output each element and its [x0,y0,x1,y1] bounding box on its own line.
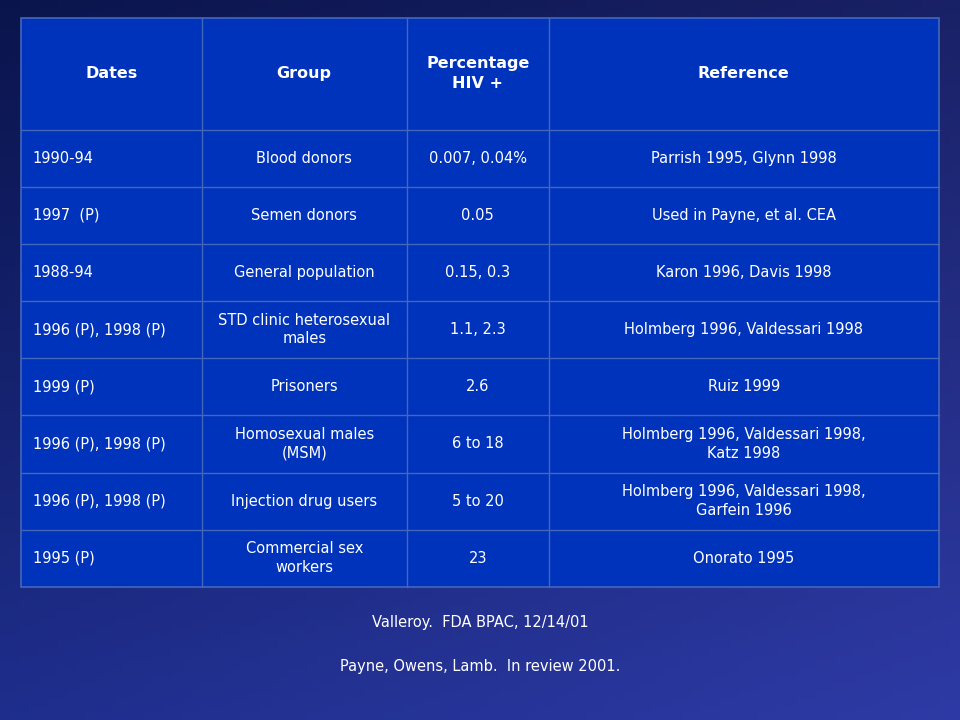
Text: Semen donors: Semen donors [252,208,357,222]
Text: Homosexual males
(MSM): Homosexual males (MSM) [234,427,373,461]
Text: Holmberg 1996, Valdessari 1998,
Katz 1998: Holmberg 1996, Valdessari 1998, Katz 199… [622,427,866,461]
Text: 1995 (P): 1995 (P) [33,551,94,566]
Text: Blood donors: Blood donors [256,150,352,166]
Text: 23: 23 [468,551,487,566]
Text: 1997  (P): 1997 (P) [33,208,99,222]
Text: 1988-94: 1988-94 [33,265,93,280]
Text: 2.6: 2.6 [466,379,490,395]
Text: Valleroy.  FDA BPAC, 12/14/01: Valleroy. FDA BPAC, 12/14/01 [372,616,588,630]
Text: Commercial sex
workers: Commercial sex workers [246,541,363,575]
Text: 5 to 20: 5 to 20 [452,494,504,508]
Text: 1.1, 2.3: 1.1, 2.3 [450,322,506,337]
Text: Used in Payne, et al. CEA: Used in Payne, et al. CEA [652,208,836,222]
Bar [21,18,939,587]
Text: Parrish 1995, Glynn 1998: Parrish 1995, Glynn 1998 [651,150,837,166]
Text: 0.05: 0.05 [462,208,494,222]
Text: 1999 (P): 1999 (P) [33,379,94,395]
Text: 0.007, 0.04%: 0.007, 0.04% [429,150,527,166]
Text: 6 to 18: 6 to 18 [452,436,503,451]
Text: Karon 1996, Davis 1998: Karon 1996, Davis 1998 [656,265,831,280]
Text: Holmberg 1996, Valdessari 1998: Holmberg 1996, Valdessari 1998 [624,322,863,337]
Text: Onorato 1995: Onorato 1995 [693,551,795,566]
Text: Percentage
HIV +: Percentage HIV + [426,56,529,91]
Text: Group: Group [276,66,332,81]
Text: 0.15, 0.3: 0.15, 0.3 [445,265,511,280]
Text: Prisoners: Prisoners [271,379,338,395]
Text: Dates: Dates [85,66,137,81]
Text: 1990-94: 1990-94 [33,150,94,166]
Text: Ruiz 1999: Ruiz 1999 [708,379,780,395]
Text: 1996 (P), 1998 (P): 1996 (P), 1998 (P) [33,436,165,451]
Text: Payne, Owens, Lamb.  In review 2001.: Payne, Owens, Lamb. In review 2001. [340,659,620,673]
Text: Reference: Reference [698,66,790,81]
Text: STD clinic heterosexual
males: STD clinic heterosexual males [218,312,391,346]
Text: General population: General population [234,265,374,280]
Text: Injection drug users: Injection drug users [231,494,377,508]
Text: 1996 (P), 1998 (P): 1996 (P), 1998 (P) [33,322,165,337]
Text: 1996 (P), 1998 (P): 1996 (P), 1998 (P) [33,494,165,508]
Text: Holmberg 1996, Valdessari 1998,
Garfein 1996: Holmberg 1996, Valdessari 1998, Garfein … [622,485,866,518]
